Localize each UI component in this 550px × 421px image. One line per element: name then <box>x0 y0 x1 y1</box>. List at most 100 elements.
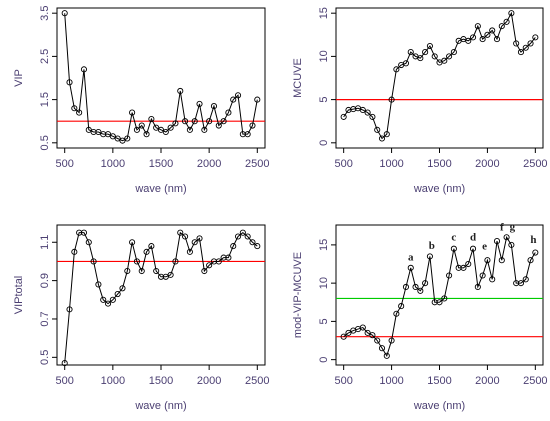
x-tick-label: 1000 <box>379 375 403 387</box>
data-point <box>148 115 155 123</box>
data-point <box>61 10 68 17</box>
y-tick-label: 0 <box>318 357 330 363</box>
x-axis-label: wave (nm) <box>413 400 465 412</box>
x-tick-label: 2500 <box>245 158 269 170</box>
data-point <box>441 57 448 64</box>
x-tick-label: 500 <box>334 375 352 387</box>
data-point <box>527 40 534 47</box>
data-point <box>100 296 107 303</box>
data-point <box>85 239 92 246</box>
data-point <box>114 135 121 142</box>
data-point <box>378 135 386 142</box>
data-point <box>359 324 366 331</box>
data-point <box>412 283 419 291</box>
annotation: b <box>429 240 435 252</box>
y-tick-label: 0.7 <box>39 311 51 326</box>
data-point <box>527 257 534 264</box>
y-tick-label: 5 <box>318 318 330 324</box>
x-tick-label: 500 <box>334 158 352 170</box>
data-point <box>374 337 381 344</box>
data-point <box>407 49 414 56</box>
data-point <box>364 109 371 116</box>
y-tick-label: 0.9 <box>39 273 51 288</box>
data-point <box>172 258 179 265</box>
y-tick-label: 0 <box>318 140 330 146</box>
data-point <box>513 40 520 47</box>
data-point <box>498 23 505 30</box>
y-tick-label: 5 <box>318 97 330 103</box>
data-point <box>489 276 496 283</box>
y-tick-label: 15 <box>318 7 330 19</box>
data-point <box>465 260 472 268</box>
data-point <box>225 109 232 116</box>
data-point <box>417 287 424 294</box>
x-axis-label: wave (nm) <box>134 183 186 195</box>
data-point <box>119 137 126 144</box>
data-point <box>172 120 179 127</box>
x-tick-label: 2500 <box>523 375 547 387</box>
x-tick-label: 500 <box>56 158 74 170</box>
data-point <box>383 352 390 359</box>
data-point <box>177 229 184 236</box>
data-point <box>133 126 140 133</box>
y-tick-label: 3.5 <box>39 6 51 21</box>
data-point <box>532 34 539 41</box>
data-point <box>210 103 218 110</box>
data-line <box>64 13 258 142</box>
data-point <box>167 124 174 131</box>
y-tick-label: 10 <box>318 277 330 289</box>
data-point <box>230 243 237 250</box>
data-point <box>191 118 198 125</box>
data-point <box>417 55 424 62</box>
x-tick-label: 1000 <box>101 375 125 387</box>
data-point <box>436 299 443 306</box>
y-axis-label: mod-VIP-MCUVE <box>292 252 304 338</box>
data-point <box>239 229 246 236</box>
data-point <box>182 118 189 125</box>
data-point <box>220 118 227 125</box>
data-point <box>254 243 261 250</box>
data-point <box>503 18 510 25</box>
y-tick-label: 2.5 <box>39 49 51 64</box>
plot-frame <box>335 7 544 149</box>
data-point <box>114 290 121 298</box>
data-point <box>446 272 453 279</box>
data-point <box>138 122 145 129</box>
data-point <box>402 60 410 67</box>
data-point <box>80 66 88 73</box>
data-line <box>343 11 536 140</box>
data-point <box>484 257 491 264</box>
data-point <box>244 233 251 240</box>
data-point <box>426 253 433 260</box>
data-point <box>402 283 410 291</box>
x-tick-label: 1500 <box>427 375 451 387</box>
data-point <box>474 283 481 291</box>
data-point <box>369 113 376 120</box>
y-tick-label: 1.1 <box>39 235 51 250</box>
data-point <box>508 241 515 248</box>
x-tick-label: 1000 <box>101 158 125 170</box>
data-point <box>369 332 376 339</box>
data-point <box>469 34 477 41</box>
data-point <box>460 264 467 271</box>
data-point <box>157 126 165 133</box>
data-point <box>138 267 145 275</box>
data-point <box>153 124 160 131</box>
y-tick-label: 1.5 <box>39 92 51 107</box>
data-point <box>522 44 529 51</box>
data-point <box>215 258 222 265</box>
data-point <box>225 254 232 261</box>
data-point <box>517 49 525 56</box>
y-axis-label: VIPtotal <box>13 276 25 315</box>
x-tick-label: 2500 <box>245 375 269 387</box>
data-point <box>162 128 169 136</box>
data-point <box>133 258 140 265</box>
data-point <box>206 118 213 125</box>
data-point <box>393 66 400 73</box>
data-point <box>124 267 131 275</box>
data-point <box>364 329 371 336</box>
data-point <box>167 271 174 278</box>
data-point <box>109 296 116 303</box>
data-point <box>206 262 213 269</box>
data-point <box>393 310 400 317</box>
